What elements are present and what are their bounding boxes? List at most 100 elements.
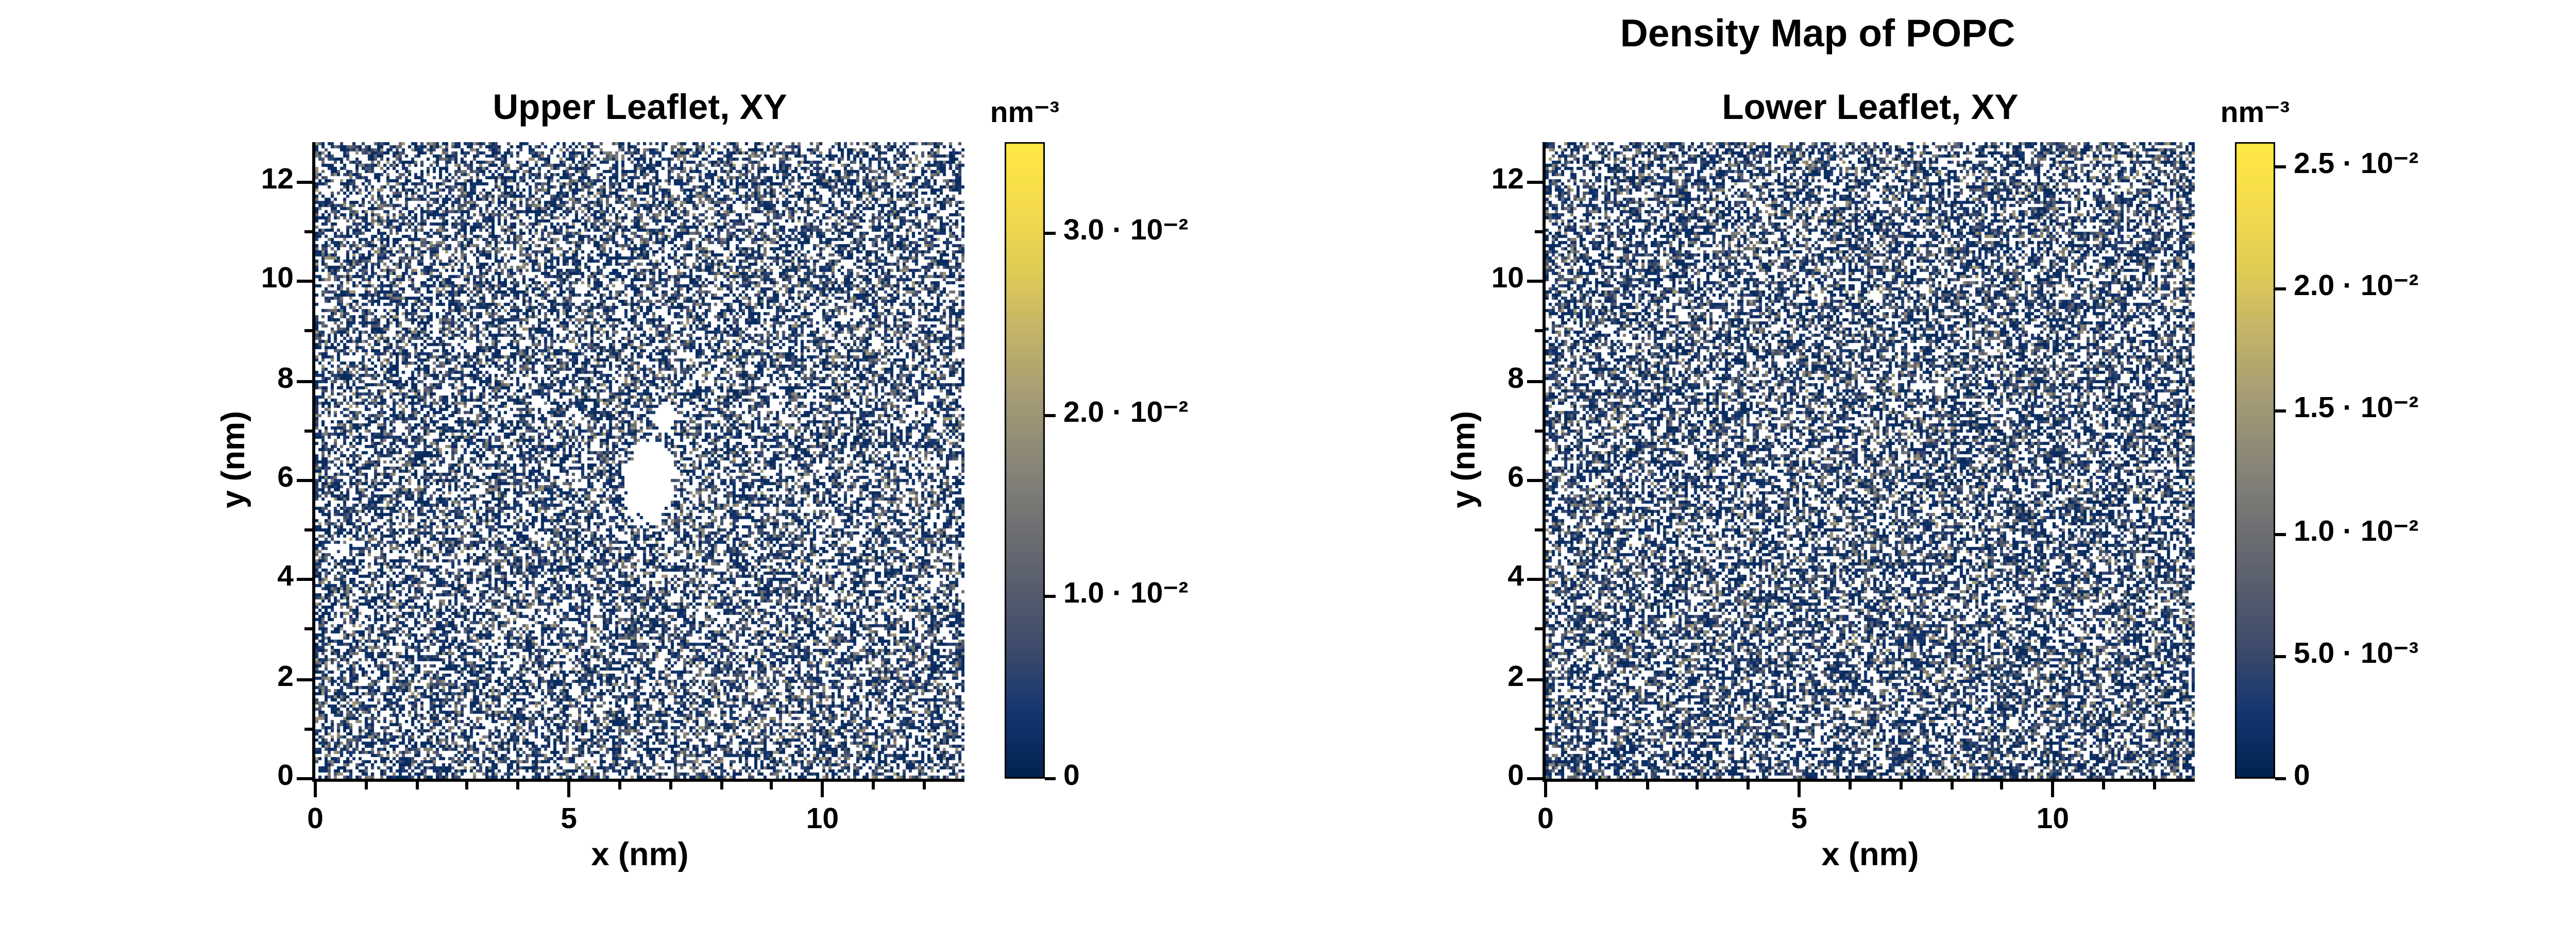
x-minor-tick-mark: [2000, 782, 2004, 789]
x-tick-mark: [821, 782, 824, 797]
axis-spine-bottom: [312, 779, 964, 782]
colorbar-tick-label: 2.0 · 10⁻²: [1063, 396, 1189, 429]
colorbar-tick-label: 5.0 · 10⁻³: [2294, 638, 2419, 671]
y-tick-label: 6: [277, 461, 294, 494]
x-minor-tick-mark: [770, 782, 773, 789]
x-minor-tick-mark: [922, 782, 926, 789]
y-tick-mark: [1527, 578, 1543, 581]
y-minor-tick-mark: [304, 429, 312, 433]
axis-spine-bottom: [1543, 779, 2195, 782]
colorbar-tick-mark: [2275, 777, 2286, 780]
x-minor-tick-mark: [415, 782, 418, 789]
x-tick-label: 10: [806, 803, 839, 836]
x-tick-label: 0: [307, 803, 324, 836]
y-tick-label: 0: [277, 760, 294, 793]
y-tick-label: 6: [1507, 461, 1524, 494]
y-tick-mark: [1527, 180, 1543, 184]
colorbar-tick-label: 2.0 · 10⁻²: [2294, 270, 2419, 303]
x-minor-tick-mark: [2153, 782, 2156, 789]
y-minor-tick-mark: [1535, 429, 1543, 433]
y-tick-mark: [1527, 478, 1543, 482]
y-tick-mark: [297, 777, 312, 780]
colorbar-tick-mark: [2275, 532, 2286, 536]
x-minor-tick-mark: [1899, 782, 1903, 789]
y-tick-label: 10: [261, 263, 294, 296]
colorbar-tick-mark: [1045, 777, 1056, 780]
x-minor-tick-mark: [466, 782, 469, 789]
y-tick-label: 12: [261, 163, 294, 196]
y-tick-label: 8: [1507, 362, 1524, 395]
heatmap-canvas-lower-leaflet: [1546, 142, 2195, 779]
colorbar-tick-label: 2.5 · 10⁻²: [2294, 148, 2419, 181]
x-axis-label-lower: x (nm): [1821, 837, 1919, 873]
heatmap-plot-upper-leaflet: [315, 142, 964, 779]
y-tick-label: 4: [277, 561, 294, 594]
figure-title: Density Map of POPC: [1620, 12, 2015, 56]
colorbar-gradient-upper-leaflet: [1005, 142, 1045, 779]
x-minor-tick-mark: [1848, 782, 1852, 789]
colorbar-tick-label: 1.5 · 10⁻²: [2294, 392, 2419, 425]
y-minor-tick-mark: [1535, 230, 1543, 233]
colorbar-lower-leaflet: [2235, 142, 2275, 779]
y-minor-tick-mark: [304, 329, 312, 333]
y-minor-tick-mark: [304, 230, 312, 233]
colorbar-tick-mark: [2275, 409, 2286, 413]
x-tick-mark: [567, 782, 571, 797]
y-tick-mark: [297, 478, 312, 482]
y-minor-tick-mark: [1535, 528, 1543, 532]
y-tick-mark: [297, 180, 312, 184]
x-axis-label-upper: x (nm): [591, 837, 689, 873]
y-tick-mark: [297, 280, 312, 283]
y-minor-tick-mark: [1535, 628, 1543, 631]
y-tick-mark: [1527, 677, 1543, 681]
colorbar-tick-mark: [1045, 413, 1056, 417]
colorbar-tick-mark: [1045, 231, 1056, 235]
axis-spine-left: [312, 142, 315, 782]
colorbar-unit-label-upper: nm⁻³: [990, 97, 1060, 130]
x-tick-label: 5: [561, 803, 578, 836]
panel-title-upper-leaflet: Upper Leaflet, XY: [493, 87, 787, 127]
y-tick-label: 2: [1507, 660, 1524, 693]
colorbar-unit-label-lower: nm⁻³: [2220, 97, 2290, 130]
colorbar-tick-mark: [2275, 165, 2286, 168]
x-minor-tick-mark: [1645, 782, 1649, 789]
x-minor-tick-mark: [1696, 782, 1700, 789]
axis-spine-left: [1543, 142, 1546, 782]
y-tick-mark: [1527, 280, 1543, 283]
colorbar-tick-mark: [2275, 287, 2286, 291]
x-minor-tick-mark: [2102, 782, 2105, 789]
x-tick-label: 0: [1537, 803, 1554, 836]
x-tick-mark: [1544, 782, 1547, 797]
colorbar-tick-label: 3.0 · 10⁻²: [1063, 214, 1189, 247]
x-minor-tick-mark: [1950, 782, 1953, 789]
x-tick-label: 5: [1791, 803, 1808, 836]
y-tick-mark: [1527, 777, 1543, 780]
colorbar-gradient-lower-leaflet: [2235, 142, 2275, 779]
y-minor-tick-mark: [304, 628, 312, 631]
x-minor-tick-mark: [871, 782, 875, 789]
colorbar-upper-leaflet: [1005, 142, 1045, 779]
x-tick-mark: [314, 782, 317, 797]
y-tick-label: 12: [1491, 163, 1524, 196]
y-minor-tick-mark: [1535, 727, 1543, 731]
colorbar-tick-label: 0: [1063, 760, 1080, 793]
x-minor-tick-mark: [516, 782, 520, 789]
y-tick-mark: [297, 677, 312, 681]
colorbar-tick-mark: [1045, 595, 1056, 598]
x-minor-tick-mark: [1595, 782, 1598, 789]
y-tick-mark: [297, 578, 312, 581]
y-tick-label: 10: [1491, 263, 1524, 296]
colorbar-tick-label: 1.0 · 10⁻²: [2294, 515, 2419, 548]
x-tick-mark: [1798, 782, 1801, 797]
colorbar-tick-label: 1.0 · 10⁻²: [1063, 578, 1189, 611]
x-minor-tick-mark: [618, 782, 621, 789]
x-minor-tick-mark: [364, 782, 368, 789]
x-tick-label: 10: [2036, 803, 2070, 836]
y-minor-tick-mark: [1535, 329, 1543, 333]
panel-title-lower-leaflet: Lower Leaflet, XY: [1722, 87, 2019, 127]
y-minor-tick-mark: [304, 727, 312, 731]
y-tick-label: 4: [1507, 561, 1524, 594]
x-minor-tick-mark: [1747, 782, 1750, 789]
